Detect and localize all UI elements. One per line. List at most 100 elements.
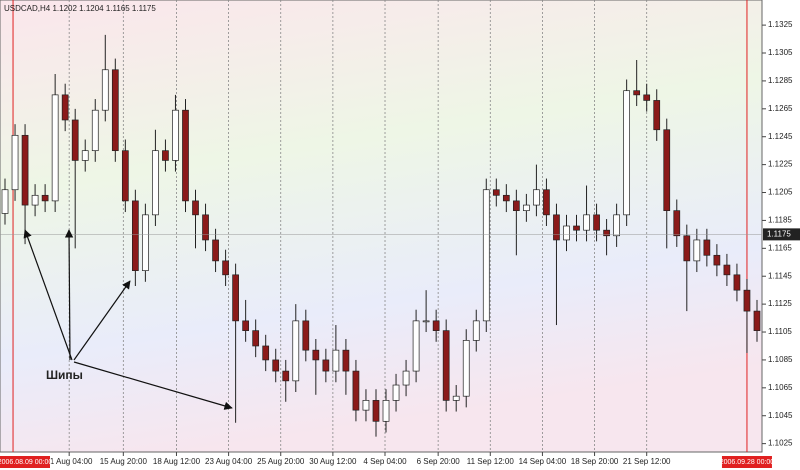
candle-body <box>673 210 681 237</box>
candle-body <box>172 109 179 161</box>
candle-body <box>192 200 199 216</box>
candle-body <box>412 320 420 372</box>
candle-body <box>142 214 149 271</box>
period-label: 2006.09.28 00:00 <box>720 459 775 466</box>
candle-body <box>462 340 470 397</box>
candle-body <box>643 94 651 101</box>
plot-layer <box>0 0 766 456</box>
annotation: Шипы <box>46 368 83 382</box>
annotation-arrows <box>23 229 233 410</box>
x-tick-label: 14 Sep 04:00 <box>519 457 567 466</box>
candle-body <box>91 109 99 152</box>
candle-body <box>372 400 380 422</box>
candle-body <box>583 214 590 231</box>
last-price-bg <box>763 228 800 241</box>
x-tick-label: 18 Sep 20:00 <box>571 457 619 466</box>
y-tick-label: 1.1305 <box>768 48 793 57</box>
y-tick-label: 1.1285 <box>768 76 793 85</box>
candle-body <box>573 225 580 231</box>
period-label-bg <box>721 456 772 468</box>
candle-body <box>262 345 270 361</box>
candle-body <box>392 384 400 401</box>
y-tick-label: 1.1245 <box>768 132 793 141</box>
period-label-bg <box>0 456 50 468</box>
candle-body <box>512 200 520 212</box>
candle-body <box>753 310 761 331</box>
candle-body <box>603 229 610 237</box>
candle-body <box>633 90 641 96</box>
candle-body <box>302 320 310 351</box>
candle-body <box>31 194 39 206</box>
candle-body <box>61 94 69 121</box>
candle-body <box>743 289 751 312</box>
x-tick-label: 15 Aug 20:00 <box>100 457 148 466</box>
candle-body <box>723 264 731 276</box>
y-tick-label: 1.1105 <box>768 327 792 336</box>
candle-body <box>51 94 59 202</box>
candle-body <box>502 194 510 202</box>
y-tick-label: 1.1165 <box>768 243 792 252</box>
candle-body <box>21 134 29 206</box>
candle-body <box>182 109 189 202</box>
y-tick-label: 1.1325 <box>768 20 793 29</box>
x-tick-label: 11 Aug 04:00 <box>46 457 93 466</box>
candle-body <box>713 254 721 266</box>
candle-body <box>212 239 219 262</box>
y-tick-label: 1.1085 <box>768 355 793 364</box>
candle-body <box>332 349 340 372</box>
candle-body <box>492 189 500 196</box>
candle-body <box>152 150 159 216</box>
y-tick-label: 1.1205 <box>768 188 793 197</box>
candle-body <box>432 320 440 331</box>
candle-body <box>232 274 239 322</box>
candle-body <box>623 90 631 216</box>
candle-body <box>472 320 480 341</box>
candle-body <box>1 189 9 214</box>
y-tick-label: 1.1265 <box>768 104 793 113</box>
y-tick-label: 1.1125 <box>768 299 792 308</box>
candle-body <box>272 359 280 372</box>
x-tick-label: 11 Sep 12:00 <box>467 457 515 466</box>
y-tick-label: 1.1025 <box>768 439 793 448</box>
candle-body <box>382 400 390 422</box>
candle-body <box>553 214 560 241</box>
candle-body <box>693 239 701 262</box>
y-tick-label: 1.1145 <box>768 271 792 280</box>
x-tick-label: 25 Aug 20:00 <box>257 457 305 466</box>
candle-body <box>322 359 330 372</box>
arrow <box>73 280 131 361</box>
candle-body <box>663 129 671 212</box>
candle-body <box>523 204 530 212</box>
candle-body <box>683 235 691 262</box>
candle-body <box>111 69 119 152</box>
period-label: 2006.08.09 00:00 <box>0 459 52 466</box>
candle-body <box>11 134 19 191</box>
candle-body <box>422 320 430 323</box>
arrow <box>64 229 74 361</box>
candle-body <box>131 200 139 271</box>
candle-body <box>252 330 260 347</box>
candle-body <box>242 320 250 331</box>
arrow <box>23 229 73 361</box>
candle-body <box>533 189 540 206</box>
candle-body <box>442 330 450 401</box>
candle-body <box>202 214 209 241</box>
x-tick-label: 4 Sep 04:00 <box>363 457 407 466</box>
y-tick-label: 1.1065 <box>768 383 793 392</box>
x-tick-label: 18 Aug 12:00 <box>153 457 201 466</box>
candle-body <box>71 119 79 161</box>
x-tick-label: 6 Sep 20:00 <box>417 457 461 466</box>
candle-body <box>352 370 360 411</box>
candle-body <box>482 189 490 322</box>
chart-title: USDCAD,H4 1.1202 1.1204 1.1165 1.1175 <box>4 4 156 13</box>
arrow <box>73 361 233 410</box>
candle-body <box>452 395 460 401</box>
candle-body <box>81 150 89 161</box>
candle-body <box>101 69 109 111</box>
candle-body <box>593 214 600 231</box>
x-tick-label: 30 Aug 12:00 <box>309 457 357 466</box>
candle-body <box>162 150 169 161</box>
x-tick-label: 23 Aug 04:00 <box>205 457 253 466</box>
candle-body <box>543 189 550 216</box>
